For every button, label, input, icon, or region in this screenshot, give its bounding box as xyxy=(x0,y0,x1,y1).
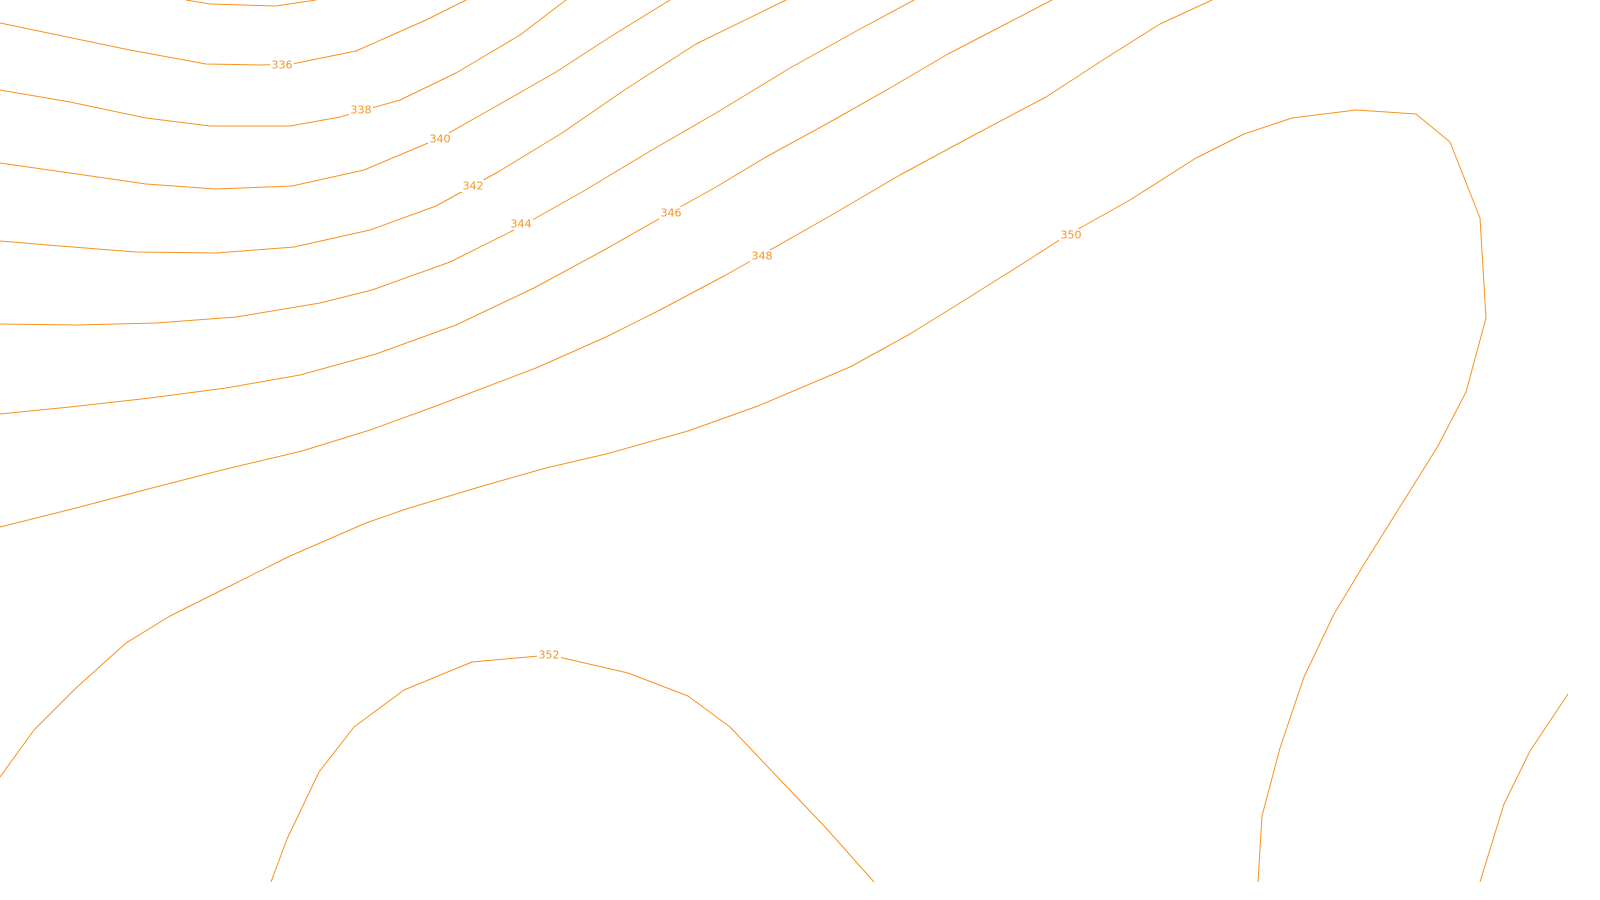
contour-350: 350 xyxy=(0,109,1568,882)
contour-label-gap xyxy=(428,133,452,145)
contour-label-350: 350 xyxy=(1061,229,1082,242)
contour-label-340: 340 xyxy=(430,133,451,146)
contour-label-gap xyxy=(750,250,774,262)
contour-line-352 xyxy=(270,654,875,882)
contour-line-334 xyxy=(185,0,317,7)
contour-label-gap xyxy=(1059,229,1083,241)
contour-label-gap xyxy=(509,218,533,230)
contour-line-340 xyxy=(0,0,671,190)
contour-334 xyxy=(185,0,317,7)
contour-line-338 xyxy=(0,0,567,127)
contour-map-svg: 336 338 340 342 344 346 348 350 352 xyxy=(0,0,1568,882)
contour-342: 342 xyxy=(0,0,787,254)
contour-label-348: 348 xyxy=(752,250,773,263)
contour-346: 346 xyxy=(0,0,1053,415)
contour-label-gap xyxy=(537,649,561,661)
contour-label-gap xyxy=(659,207,683,219)
contour-label-342: 342 xyxy=(463,180,484,193)
contour-line-336 xyxy=(0,0,467,66)
contour-label-344: 344 xyxy=(511,218,532,231)
contour-line-346 xyxy=(0,0,1053,415)
contour-label-336: 336 xyxy=(272,59,293,72)
contour-label-gap xyxy=(461,180,485,192)
contour-label-gap xyxy=(270,59,294,71)
contour-348: 348 xyxy=(0,0,1213,528)
contour-line-350-1 xyxy=(0,109,1487,882)
contour-line-342 xyxy=(0,0,787,254)
contour-line-344 xyxy=(0,0,915,326)
contour-340: 340 xyxy=(0,0,671,190)
contour-344: 344 xyxy=(0,0,915,326)
contour-352: 352 xyxy=(270,649,875,882)
contour-label-346: 346 xyxy=(661,207,682,220)
contour-label-gap xyxy=(349,104,373,116)
contour-336: 336 xyxy=(0,0,467,72)
contour-338: 338 xyxy=(0,0,567,127)
contour-line-350-2 xyxy=(1479,693,1568,882)
contour-line-348 xyxy=(0,0,1213,528)
contour-label-352: 352 xyxy=(539,649,560,662)
contour-label-338: 338 xyxy=(351,104,372,117)
